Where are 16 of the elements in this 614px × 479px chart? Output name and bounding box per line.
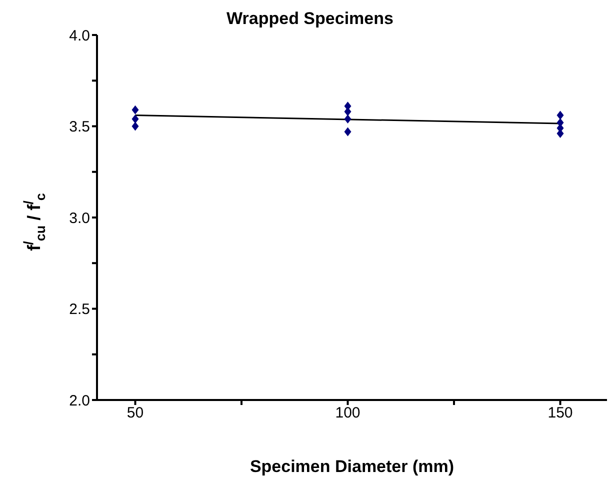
- x-tick-label: 100: [335, 404, 360, 422]
- y-tick-label: 4.0: [69, 27, 90, 44]
- point: [132, 114, 139, 124]
- x-tick-label: 150: [548, 404, 573, 422]
- x-tick-label: 50: [126, 404, 144, 422]
- y-tick-label: 3.5: [69, 118, 90, 136]
- y-tick-label: 2.5: [69, 301, 90, 318]
- x-axis-title: Specimen Diameter (mm): [250, 457, 454, 476]
- point: [344, 127, 352, 136]
- y-tick-label: 3.0: [69, 210, 90, 227]
- point: [556, 110, 564, 120]
- point: [132, 105, 139, 114]
- chart-title: Wrapped Specimens: [226, 9, 394, 28]
- y-tick-label: 2.0: [69, 392, 90, 410]
- point: [132, 122, 139, 131]
- point: [344, 114, 352, 124]
